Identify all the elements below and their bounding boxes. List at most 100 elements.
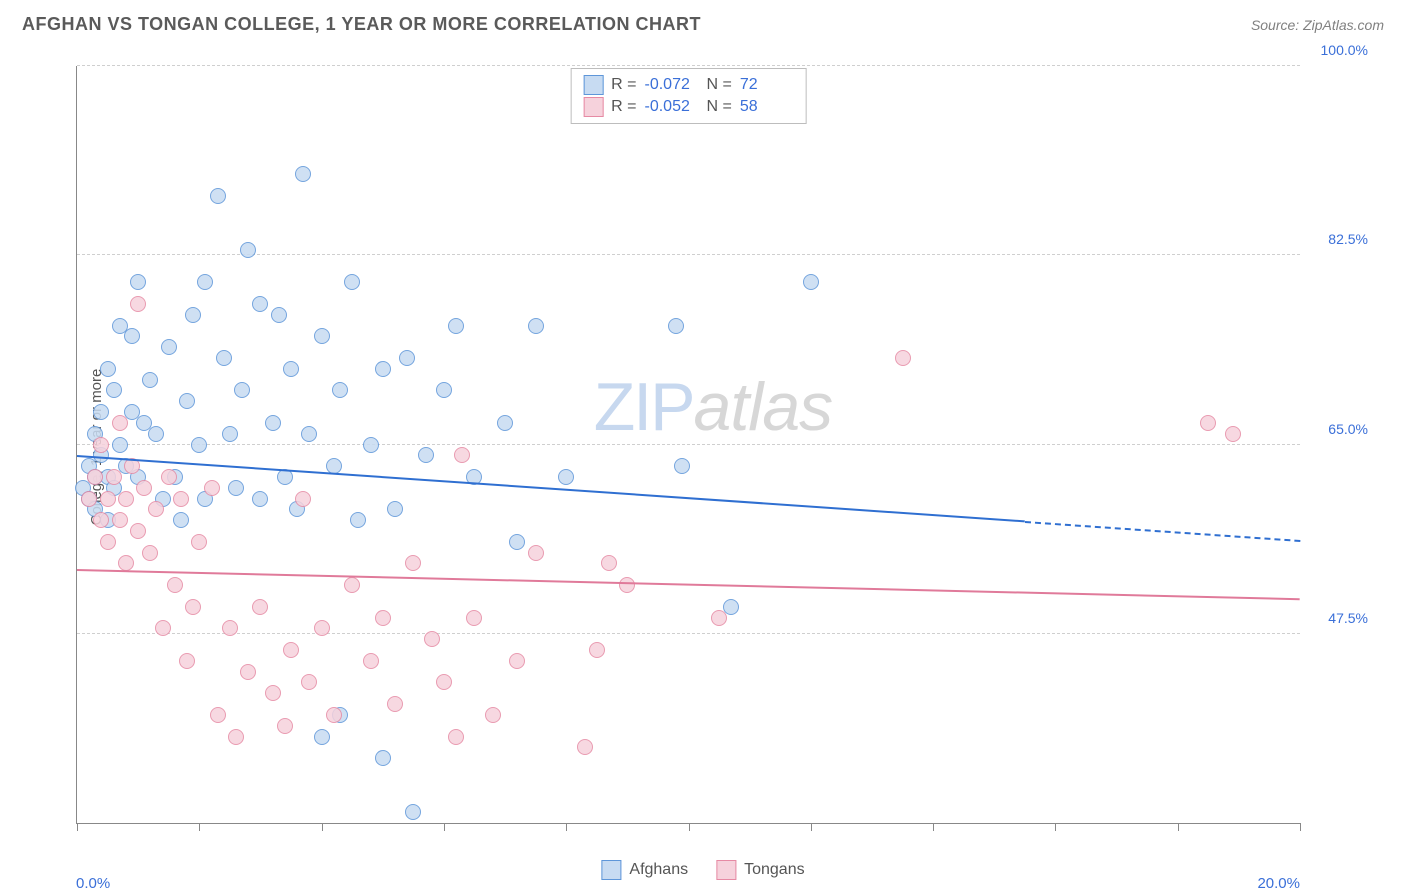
scatter-point — [161, 469, 177, 485]
scatter-point — [295, 166, 311, 182]
scatter-point — [240, 664, 256, 680]
scatter-point — [222, 426, 238, 442]
legend-r-value: -0.052 — [645, 98, 699, 116]
scatter-point — [436, 382, 452, 398]
gridline — [77, 65, 1300, 66]
scatter-point — [577, 739, 593, 755]
scatter-point — [130, 523, 146, 539]
series-legend-item: Afghans — [601, 860, 688, 880]
scatter-point — [265, 415, 281, 431]
scatter-point — [81, 491, 97, 507]
scatter-point — [466, 610, 482, 626]
x-tick — [1055, 823, 1056, 831]
scatter-point — [283, 642, 299, 658]
scatter-point — [210, 188, 226, 204]
gridline — [77, 254, 1300, 255]
scatter-point — [106, 382, 122, 398]
series-legend-item: Tongans — [716, 860, 805, 880]
scatter-point — [148, 501, 164, 517]
x-tick — [689, 823, 690, 831]
scatter-point — [387, 501, 403, 517]
scatter-point — [179, 393, 195, 409]
scatter-point — [375, 750, 391, 766]
y-tick-label: 100.0% — [1321, 42, 1368, 58]
scatter-point — [240, 242, 256, 258]
scatter-point — [314, 620, 330, 636]
scatter-point — [142, 372, 158, 388]
scatter-point — [93, 404, 109, 420]
x-tick — [1178, 823, 1179, 831]
scatter-point — [228, 480, 244, 496]
scatter-point — [167, 577, 183, 593]
watermark-atlas: atlas — [694, 369, 833, 445]
gridline — [77, 633, 1300, 634]
scatter-point — [448, 729, 464, 745]
x-tick — [322, 823, 323, 831]
scatter-point — [234, 382, 250, 398]
scatter-point — [112, 437, 128, 453]
x-axis-max-label: 20.0% — [1257, 875, 1300, 892]
scatter-point — [136, 480, 152, 496]
scatter-point — [155, 620, 171, 636]
chart-container: College, 1 year or more R =-0.072N =72R … — [22, 48, 1372, 846]
x-tick — [933, 823, 934, 831]
scatter-point — [100, 534, 116, 550]
scatter-point — [601, 555, 617, 571]
scatter-point — [448, 318, 464, 334]
scatter-point — [173, 512, 189, 528]
scatter-point — [118, 491, 134, 507]
scatter-point — [222, 620, 238, 636]
scatter-point — [252, 296, 268, 312]
scatter-point — [204, 480, 220, 496]
scatter-point — [344, 577, 360, 593]
scatter-point — [497, 415, 513, 431]
scatter-point — [124, 328, 140, 344]
legend-n-label: N = — [707, 98, 732, 116]
y-tick-label: 65.0% — [1328, 421, 1368, 437]
scatter-point — [375, 610, 391, 626]
scatter-point — [528, 318, 544, 334]
scatter-point — [485, 707, 501, 723]
legend-n-value: 72 — [740, 76, 794, 94]
y-tick-label: 47.5% — [1328, 610, 1368, 626]
source-label: Source: ZipAtlas.com — [1251, 17, 1384, 33]
scatter-point — [803, 274, 819, 290]
x-tick — [566, 823, 567, 831]
scatter-point — [161, 339, 177, 355]
scatter-point — [418, 447, 434, 463]
legend-swatch — [583, 97, 603, 117]
scatter-point — [332, 382, 348, 398]
scatter-point — [619, 577, 635, 593]
scatter-point — [350, 512, 366, 528]
scatter-point — [191, 437, 207, 453]
scatter-point — [173, 491, 189, 507]
legend-r-value: -0.072 — [645, 76, 699, 94]
legend-r-label: R = — [611, 76, 636, 94]
scatter-point — [271, 307, 287, 323]
scatter-point — [185, 307, 201, 323]
x-tick — [199, 823, 200, 831]
scatter-point — [93, 512, 109, 528]
scatter-point — [589, 642, 605, 658]
legend-swatch — [583, 75, 603, 95]
scatter-point — [130, 274, 146, 290]
scatter-point — [252, 491, 268, 507]
scatter-point — [509, 534, 525, 550]
x-tick — [1300, 823, 1301, 831]
scatter-point — [1225, 426, 1241, 442]
scatter-point — [711, 610, 727, 626]
scatter-point — [277, 718, 293, 734]
scatter-point — [112, 415, 128, 431]
scatter-point — [436, 674, 452, 690]
legend-r-label: R = — [611, 98, 636, 116]
gridline — [77, 444, 1300, 445]
scatter-point — [895, 350, 911, 366]
scatter-point — [674, 458, 690, 474]
watermark-zip: ZIP — [594, 369, 694, 445]
legend-n-value: 58 — [740, 98, 794, 116]
series-legend-label: Afghans — [629, 861, 688, 879]
scatter-point — [399, 350, 415, 366]
scatter-point — [283, 361, 299, 377]
x-tick — [444, 823, 445, 831]
scatter-point — [191, 534, 207, 550]
